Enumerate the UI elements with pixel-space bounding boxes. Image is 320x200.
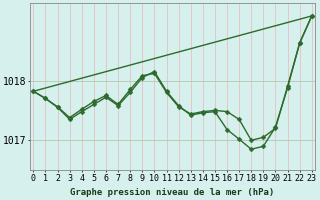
X-axis label: Graphe pression niveau de la mer (hPa): Graphe pression niveau de la mer (hPa) [70, 188, 275, 197]
